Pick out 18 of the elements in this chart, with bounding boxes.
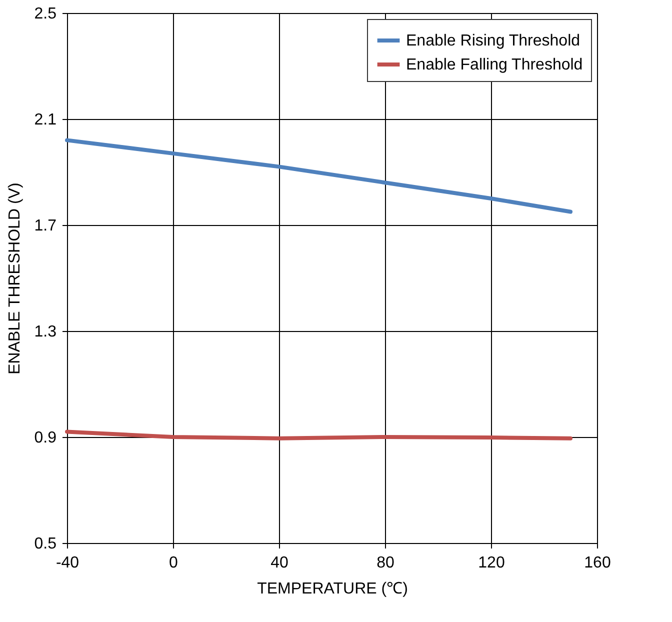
x-axis-title: TEMPERATURE (℃) <box>257 580 408 598</box>
x-tick-label: 120 <box>478 554 505 572</box>
y-tick-label: 0.9 <box>34 430 57 446</box>
y-tick-label: 2.1 <box>34 112 57 128</box>
x-tick-label: 0 <box>169 554 178 572</box>
y-tick-label: 1.7 <box>34 218 57 234</box>
line-series <box>65 430 572 440</box>
x-tick-label: 40 <box>270 554 288 572</box>
x-tick-label: -40 <box>56 554 80 572</box>
x-tick-label: 80 <box>376 554 394 572</box>
line-series <box>65 138 572 214</box>
legend-label: Enable Rising Threshold <box>406 32 580 50</box>
y-tick-label: 0.5 <box>34 536 57 552</box>
y-axis-title: ENABLE THRESHOLD (V) <box>6 182 24 374</box>
legend-label: Enable Falling Threshold <box>406 56 583 74</box>
x-tick-label: 160 <box>584 554 611 572</box>
y-tick-label: 2.5 <box>34 6 57 22</box>
y-tick-label: 1.3 <box>34 324 57 340</box>
